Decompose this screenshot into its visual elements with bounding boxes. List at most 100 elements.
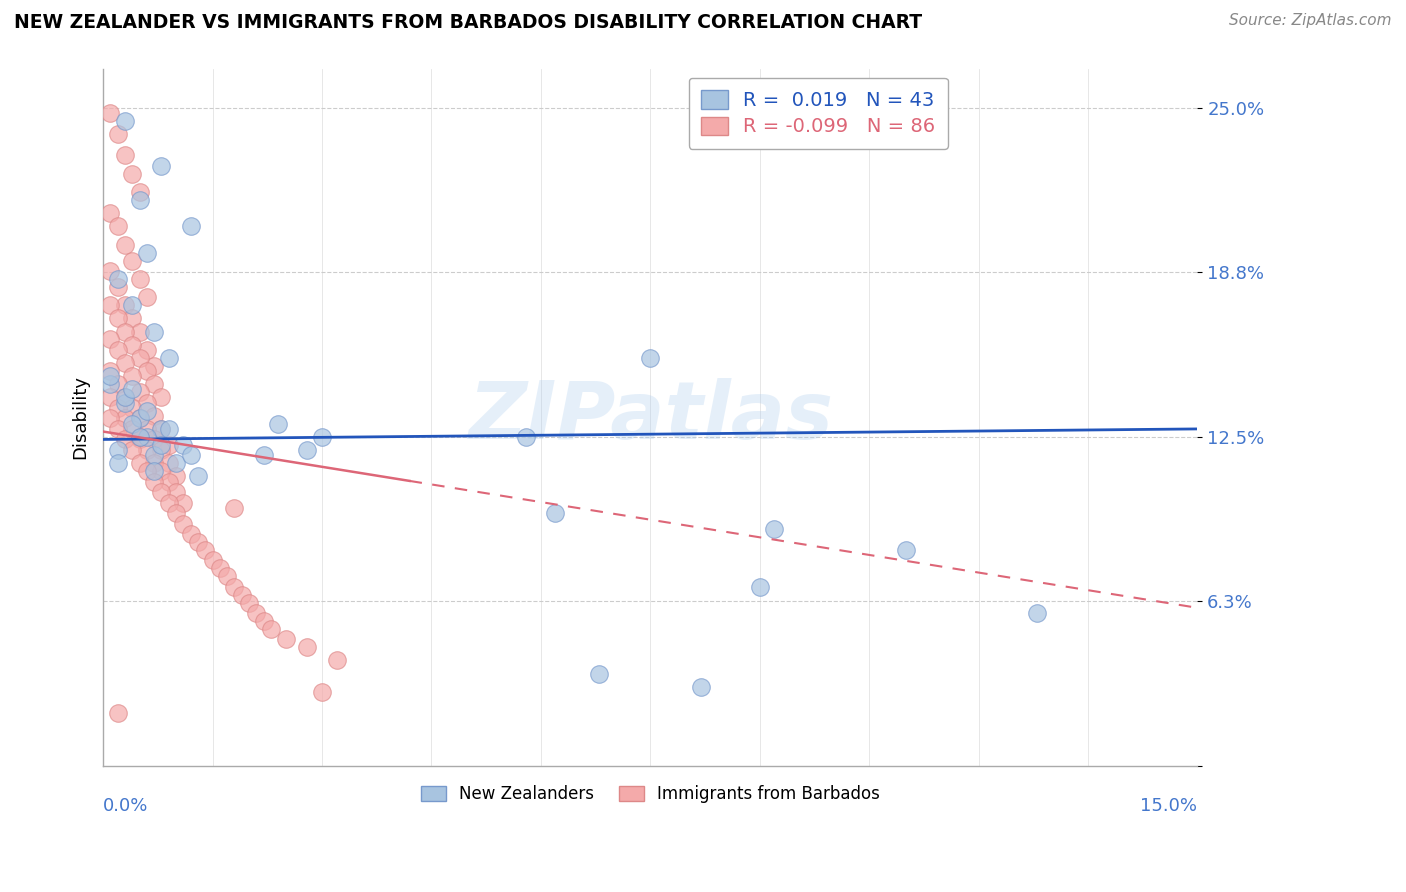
- Legend: New Zealanders, Immigrants from Barbados: New Zealanders, Immigrants from Barbados: [413, 779, 887, 810]
- Point: [748, 580, 770, 594]
- Point: [121, 417, 143, 431]
- Point: [208, 561, 231, 575]
- Point: [180, 219, 202, 234]
- Point: [128, 411, 150, 425]
- Point: [201, 553, 224, 567]
- Point: [763, 522, 786, 536]
- Point: [180, 527, 202, 541]
- Point: [128, 193, 150, 207]
- Point: [100, 377, 122, 392]
- Point: [157, 495, 180, 509]
- Point: [121, 253, 143, 268]
- Point: [107, 343, 129, 357]
- Point: [121, 337, 143, 351]
- Point: [107, 311, 129, 326]
- Point: [224, 580, 246, 594]
- Point: [143, 409, 166, 423]
- Point: [128, 351, 150, 365]
- Point: [150, 390, 173, 404]
- Point: [121, 383, 143, 397]
- Point: [150, 464, 173, 478]
- Point: [107, 377, 129, 392]
- Point: [100, 206, 122, 220]
- Point: [114, 390, 136, 404]
- Point: [150, 422, 173, 436]
- Point: [187, 535, 209, 549]
- Point: [588, 666, 610, 681]
- Point: [114, 237, 136, 252]
- Point: [143, 456, 166, 470]
- Point: [260, 622, 283, 636]
- Point: [100, 369, 122, 384]
- Point: [114, 390, 136, 404]
- Text: 15.0%: 15.0%: [1140, 797, 1198, 815]
- Point: [515, 430, 537, 444]
- Point: [640, 351, 662, 365]
- Point: [544, 506, 567, 520]
- Point: [894, 543, 917, 558]
- Point: [253, 614, 276, 628]
- Point: [100, 298, 122, 312]
- Point: [157, 438, 180, 452]
- Point: [114, 433, 136, 447]
- Point: [150, 485, 173, 500]
- Point: [100, 106, 122, 120]
- Point: [143, 433, 166, 447]
- Point: [165, 456, 187, 470]
- Point: [274, 632, 297, 647]
- Point: [157, 475, 180, 489]
- Text: Source: ZipAtlas.com: Source: ZipAtlas.com: [1229, 13, 1392, 29]
- Point: [114, 395, 136, 409]
- Point: [165, 506, 187, 520]
- Point: [150, 422, 173, 436]
- Point: [128, 433, 150, 447]
- Point: [121, 369, 143, 384]
- Point: [121, 311, 143, 326]
- Point: [143, 448, 166, 462]
- Point: [231, 588, 253, 602]
- Point: [172, 516, 194, 531]
- Point: [107, 280, 129, 294]
- Y-axis label: Disability: Disability: [72, 376, 89, 459]
- Point: [128, 272, 150, 286]
- Point: [187, 469, 209, 483]
- Point: [311, 430, 333, 444]
- Point: [172, 438, 194, 452]
- Point: [114, 148, 136, 162]
- Point: [143, 475, 166, 489]
- Point: [267, 417, 290, 431]
- Point: [100, 390, 122, 404]
- Point: [121, 442, 143, 457]
- Point: [135, 442, 157, 457]
- Point: [107, 442, 129, 457]
- Point: [135, 430, 157, 444]
- Point: [143, 359, 166, 373]
- Point: [690, 680, 713, 694]
- Point: [150, 159, 173, 173]
- Point: [1026, 606, 1049, 620]
- Point: [165, 469, 187, 483]
- Point: [107, 422, 129, 436]
- Point: [128, 411, 150, 425]
- Point: [128, 456, 150, 470]
- Point: [128, 430, 150, 444]
- Point: [238, 596, 260, 610]
- Point: [325, 653, 347, 667]
- Point: [135, 403, 157, 417]
- Point: [135, 464, 157, 478]
- Point: [114, 298, 136, 312]
- Point: [150, 442, 173, 457]
- Point: [128, 385, 150, 400]
- Point: [135, 343, 157, 357]
- Point: [128, 185, 150, 199]
- Point: [114, 411, 136, 425]
- Point: [100, 264, 122, 278]
- Point: [107, 219, 129, 234]
- Point: [245, 606, 267, 620]
- Point: [107, 128, 129, 142]
- Point: [311, 685, 333, 699]
- Point: [157, 351, 180, 365]
- Point: [194, 543, 217, 558]
- Point: [100, 333, 122, 347]
- Point: [128, 430, 150, 444]
